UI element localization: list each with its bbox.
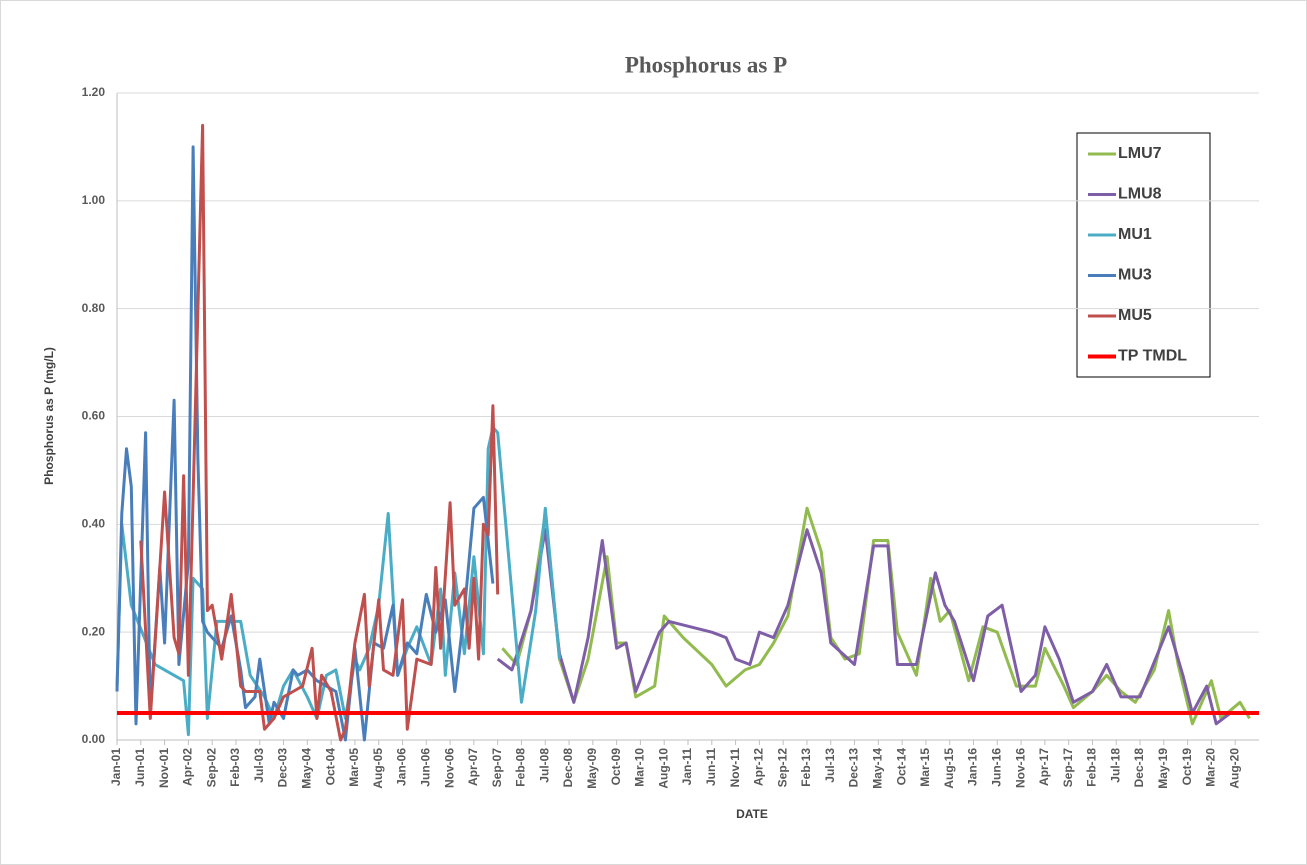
y-tick-label: 0.60 [82,409,106,423]
x-tick-label: Mar-15 [918,748,932,787]
legend-label: MU1 [1118,226,1152,243]
x-tick-label: Jan-06 [395,748,409,786]
chart-title: Phosphorus as P [625,52,787,77]
x-tick-label: Sep-07 [490,748,504,788]
x-tick-label: Aug-20 [1227,748,1241,789]
x-tick-label: Dec-18 [1132,748,1146,788]
x-tick-label: Jun-16 [989,748,1003,787]
x-tick-label: Aug-10 [656,748,670,789]
series-line [496,528,1245,726]
x-tick-label: Feb-08 [514,748,528,787]
x-tick-label: May-04 [300,748,314,789]
legend-label: MU5 [1118,307,1152,324]
x-tick-label: Jul-03 [252,748,266,783]
y-tick-label: 0.80 [82,301,106,315]
x-tick-label: Oct-14 [894,748,908,786]
x-tick-label: Apr-02 [181,748,195,786]
x-tick-label: Jul-18 [1108,748,1122,783]
x-tick-label: Oct-04 [323,748,337,786]
x-tick-label: Jun-06 [418,748,432,787]
legend-label: MU3 [1118,267,1152,284]
x-axis-title: DATE [736,807,768,821]
x-tick-label: Jan-16 [966,748,980,786]
x-tick-label: Sep-02 [204,748,218,788]
x-tick-label: Feb-13 [799,748,813,787]
x-tick-label: Nov-11 [728,748,742,788]
x-tick-label: Feb-18 [1085,748,1099,787]
x-tick-label: Mar-20 [1204,748,1218,787]
x-tick-label: Aug-05 [371,748,385,789]
x-tick-label: May-09 [585,748,599,789]
y-tick-label: 1.00 [82,193,106,207]
x-tick-label: Dec-03 [276,748,290,788]
x-tick-label: Oct-19 [1180,748,1194,786]
x-tick-label: Jun-11 [704,748,718,786]
x-tick-label: Nov-06 [442,748,456,788]
x-tick-label: Apr-17 [1037,748,1051,786]
x-tick-label: Apr-12 [752,748,766,786]
legend-label: LMU8 [1118,186,1162,203]
x-tick-label: Feb-03 [228,748,242,787]
x-tick-label: Sep-12 [775,748,789,788]
x-tick-label: Dec-13 [847,748,861,788]
x-tick-label: Nov-01 [157,748,171,788]
x-tick-label: Jun-01 [133,748,147,787]
x-tick-label: May-19 [1156,748,1170,789]
legend-label: TP TMDL [1118,348,1187,365]
x-tick-label: Mar-10 [633,748,647,787]
x-tick-label: Dec-08 [561,748,575,788]
x-tick-label: May-14 [871,748,885,789]
x-tick-label: Jul-13 [823,748,837,783]
x-tick-label: Jan-01 [109,748,123,786]
x-tick-label: Apr-07 [466,748,480,786]
y-tick-label: 0.40 [82,517,106,531]
x-tick-label: Jul-08 [537,748,551,783]
legend-box [1076,132,1211,378]
x-tick-label: Sep-17 [1061,748,1075,788]
x-tick-label: Oct-09 [609,748,623,786]
x-tick-label: Nov-16 [1013,748,1027,788]
x-tick-label: Jan-11 [680,748,694,786]
y-tick-label: 1.20 [82,85,106,99]
x-tick-label: Mar-05 [347,748,361,787]
y-tick-label: 0.00 [82,732,106,746]
series-line [139,123,500,742]
y-tick-label: 0.20 [82,624,106,638]
legend-label: LMU7 [1118,145,1162,162]
y-axis-title: Phosphorus as P (mg/L) [42,347,56,485]
x-tick-label: Aug-15 [942,748,956,789]
